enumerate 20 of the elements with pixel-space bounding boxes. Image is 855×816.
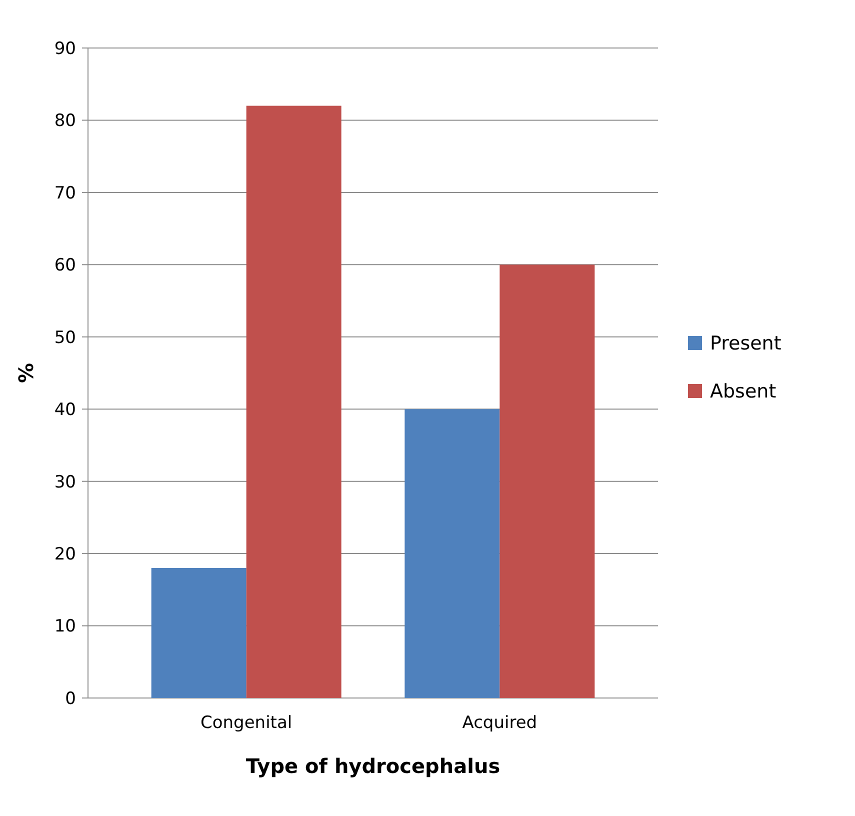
y-tick-label: 90 xyxy=(54,38,76,59)
x-tick-label: Acquired xyxy=(462,713,538,733)
bar xyxy=(151,568,246,698)
y-tick-label: 80 xyxy=(54,111,76,132)
x-axis-title: Type of hydrocephalus xyxy=(246,754,500,778)
legend-label: Absent xyxy=(710,380,776,403)
y-tick-label: 30 xyxy=(54,472,76,492)
y-axis-title: % xyxy=(14,362,38,384)
y-tick-label: 70 xyxy=(54,183,76,204)
legend-label: Present xyxy=(710,332,782,355)
bar xyxy=(246,106,342,698)
y-tick-label: 40 xyxy=(54,400,76,420)
bar xyxy=(404,409,500,698)
bar xyxy=(500,264,595,698)
y-tick-label: 10 xyxy=(54,616,76,637)
y-tick-label: 50 xyxy=(54,328,76,348)
y-tick-label: 0 xyxy=(65,688,76,709)
x-tick-label: Congenital xyxy=(200,713,292,733)
y-tick-label: 60 xyxy=(54,256,76,276)
y-tick-label: 20 xyxy=(54,544,76,565)
